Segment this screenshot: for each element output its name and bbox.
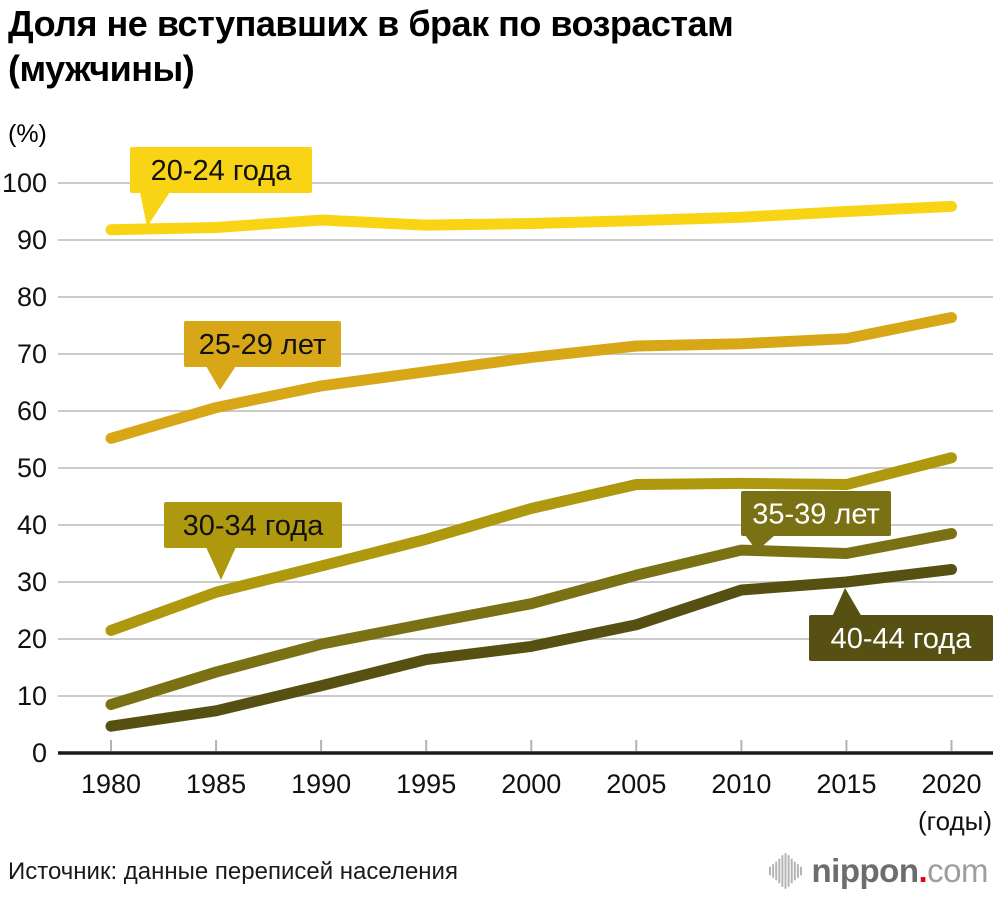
y-tick-label: 70 [17,339,47,369]
y-tick-label: 90 [17,225,47,255]
x-tick-label: 2015 [816,769,876,799]
nippon-logo-icon [768,853,802,889]
nippon-logo: nippon.com [768,851,989,891]
nippon-logo-text: nippon.com [811,852,989,890]
series-line-25-29-лет [105,312,957,444]
series-label-25-29-лет: 25-29 лет [184,321,341,390]
series-label-35-39-лет: 35-39 лет [741,491,891,551]
svg-text:20-24 года: 20-24 года [151,155,293,187]
source-note: Источник: данные переписей населения [8,858,458,885]
y-tick-label: 0 [32,738,47,768]
series-line-40-44-года [105,563,957,732]
series-label-30-34-года: 30-34 года [164,502,342,580]
logo-text-main: nippon [811,852,919,889]
y-tick-label: 100 [2,168,47,198]
svg-text:40-44 года: 40-44 года [831,623,973,655]
y-axis-unit-label: (%) [8,120,47,148]
x-axis-note: (годы) [918,806,992,836]
y-tick-label: 60 [17,396,47,426]
x-axis-ticks [110,740,953,751]
page-title-line-2: (мужчины) [8,47,195,89]
svg-text:35-39 лет: 35-39 лет [752,499,880,531]
x-tick-label: 1995 [396,769,456,799]
x-tick-label: 2010 [711,769,771,799]
series-line-30-34-года [105,452,957,636]
series-label-40-44-года: 40-44 года [809,588,993,661]
y-tick-label: 30 [17,567,47,597]
y-tick-label: 50 [17,453,47,483]
x-tick-label: 2020 [921,769,981,799]
logo-dot: . [918,852,928,889]
svg-text:25-29 лет: 25-29 лет [199,329,327,361]
series-line-20-24-года [105,200,957,236]
page-title-line-1: Доля не вступавших в брак по возрастам [8,3,734,44]
series-line-35-39-лет [105,528,957,711]
svg-text:30-34 года: 30-34 года [183,510,325,542]
logo-text-suffix: com [927,852,988,889]
x-tick-label: 1990 [291,769,351,799]
y-axis-labels: 0 10 20 30 40 50 60 70 80 90 100 [2,168,47,768]
x-tick-label: 2000 [501,769,561,799]
y-tick-label: 10 [17,681,47,711]
page-title: Доля не вступавших в брак по возрастам (… [8,2,734,91]
x-tick-label: 2005 [606,769,666,799]
x-tick-label: 1985 [186,769,246,799]
y-tick-label: 20 [17,624,47,654]
x-axis-labels: 1980 1985 1990 1995 2000 2005 2010 2015 2020 [81,769,982,799]
x-tick-label: 1980 [81,769,141,799]
y-tick-label: 80 [17,282,47,312]
series-label-20-24-года: 20-24 года [130,147,312,227]
y-tick-label: 40 [17,510,47,540]
